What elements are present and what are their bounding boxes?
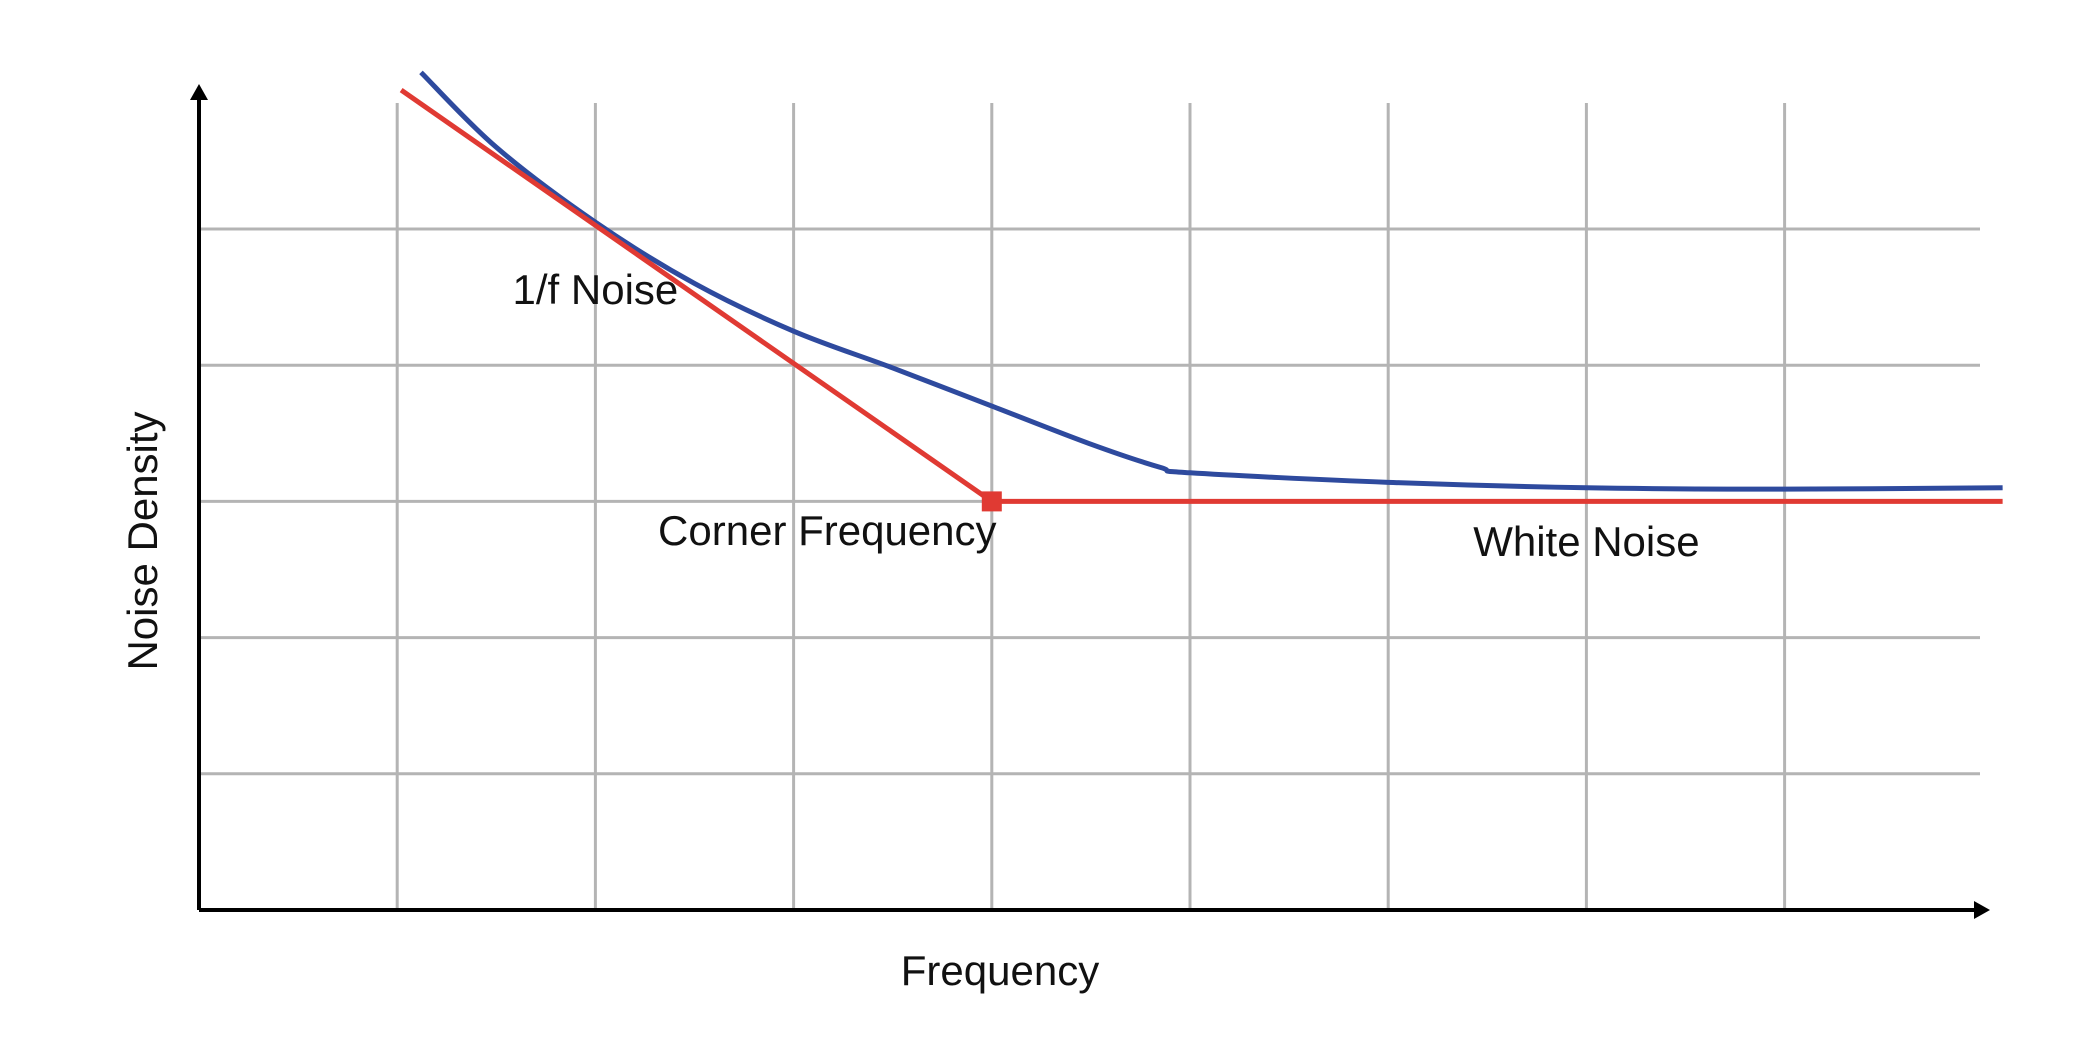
annotation-label: Corner Frequency: [658, 507, 996, 554]
x-axis-label: Frequency: [901, 947, 1099, 994]
y-axis-label: Noise Density: [119, 411, 166, 670]
y-axis-arrow: [190, 84, 208, 100]
corner-frequency-marker: [981, 491, 1002, 512]
axes: [190, 84, 1990, 919]
grid: [199, 103, 1980, 910]
series-layer: [399, 70, 2003, 512]
series-line-1: [419, 70, 2003, 492]
annotations: 1/f Noise Corner Frequency White Noise: [513, 266, 1700, 565]
annotation-label: 1/f Noise: [513, 266, 679, 313]
annotation-label: White Noise: [1473, 518, 1699, 565]
x-axis-arrow: [1974, 901, 1990, 919]
